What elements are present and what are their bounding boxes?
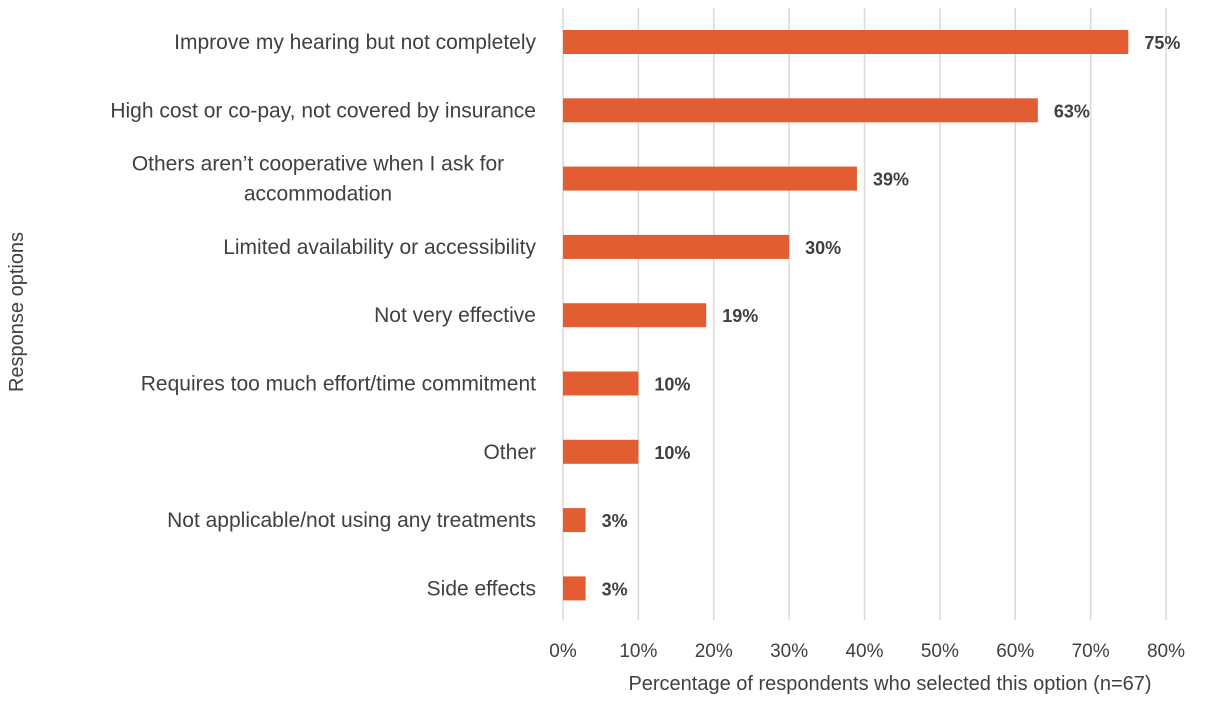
bar	[563, 234, 790, 259]
x-tick-label: 80%	[1147, 641, 1185, 662]
category-label: Other	[483, 441, 536, 464]
data-label: 10%	[654, 375, 690, 395]
category-label: Not very effective	[374, 304, 536, 327]
category-label-line: Improve my hearing but not completely	[174, 31, 536, 54]
data-labels: 75% 63% 39% 30% 19% 10% 10% 3% 3%	[602, 33, 1181, 599]
data-label: 30%	[805, 238, 841, 258]
bars	[563, 30, 1129, 601]
x-tick-label: 70%	[1072, 641, 1110, 662]
data-label: 75%	[1144, 33, 1180, 53]
category-label-line: Not very effective	[374, 304, 536, 327]
category-label: Requires too much effort/time commitment	[141, 373, 536, 396]
bar	[563, 30, 1129, 54]
data-label: 19%	[722, 306, 758, 326]
data-label: 39%	[873, 170, 909, 190]
x-tick-label: 50%	[921, 641, 959, 662]
category-label-line: accommodation	[244, 183, 392, 206]
bar	[563, 303, 707, 328]
x-tick-label: 20%	[695, 641, 733, 662]
category-label-line: Limited availability or accessibility	[223, 236, 536, 259]
x-tick-label: 10%	[619, 641, 657, 662]
category-label-line: Other	[483, 441, 536, 464]
category-label: Limited availability or accessibility	[223, 236, 536, 259]
bar	[563, 166, 857, 191]
category-label: High cost or co-pay, not covered by insu…	[110, 99, 536, 122]
category-label: Not applicable/not using any treatments	[167, 509, 536, 532]
bar	[563, 439, 639, 464]
x-tick-label: 60%	[996, 641, 1034, 662]
x-tick-labels: 0% 10% 20% 30% 40% 50% 60% 70% 80%	[549, 641, 1185, 662]
data-label: 3%	[602, 579, 628, 599]
category-labels: Improve my hearing but not completely Hig…	[110, 31, 536, 600]
bar	[563, 576, 586, 601]
category-label-line: Others aren’t cooperative when I ask for	[132, 153, 504, 176]
category-label: Side effects	[427, 577, 536, 600]
category-label-line: Not applicable/not using any treatments	[167, 509, 536, 532]
x-tick-label: 30%	[770, 641, 808, 662]
data-label: 10%	[654, 443, 690, 463]
category-label: Others aren’t cooperative when I ask for…	[132, 153, 504, 206]
category-label-line: High cost or co-pay, not covered by insu…	[110, 99, 536, 122]
bar	[563, 371, 639, 396]
x-axis-title: Percentage of respondents who selected t…	[628, 673, 1151, 695]
data-label: 63%	[1054, 101, 1090, 121]
x-tick-label: 0%	[549, 641, 577, 662]
data-label: 3%	[602, 511, 628, 531]
bar	[563, 98, 1038, 123]
category-label-line: Side effects	[427, 577, 536, 600]
category-label: Improve my hearing but not completely	[174, 31, 536, 54]
category-label-line: Requires too much effort/time commitment	[141, 373, 536, 396]
bar	[563, 508, 586, 533]
y-axis-title: Response options	[6, 232, 28, 392]
x-tick-label: 40%	[845, 641, 883, 662]
